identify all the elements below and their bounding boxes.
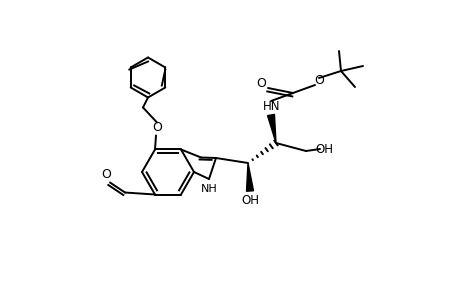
- Polygon shape: [246, 163, 253, 191]
- Text: OH: OH: [314, 142, 332, 155]
- Text: O: O: [313, 74, 323, 86]
- Text: O: O: [256, 76, 265, 89]
- Text: O: O: [101, 168, 111, 181]
- Text: O: O: [152, 121, 162, 134]
- Text: NH: NH: [200, 184, 217, 194]
- Polygon shape: [267, 114, 275, 143]
- Text: HN: HN: [263, 100, 280, 112]
- Text: OH: OH: [241, 194, 258, 206]
